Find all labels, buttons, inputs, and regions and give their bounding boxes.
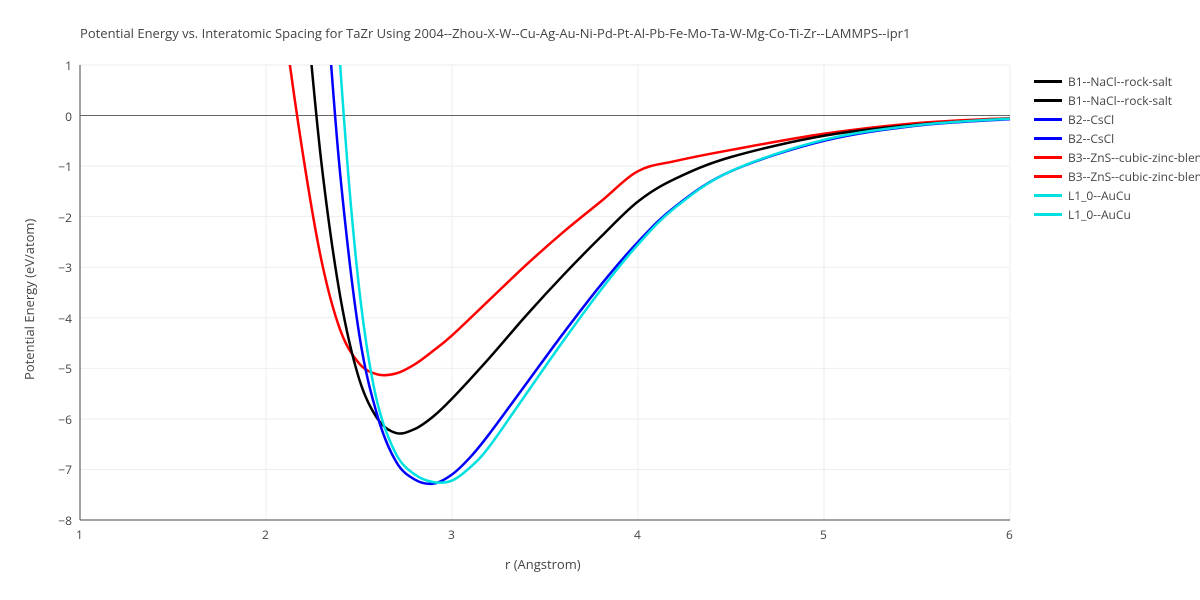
y-axis-label: Potential Energy (eV/atom) xyxy=(20,219,38,380)
legend-swatch xyxy=(1034,175,1062,178)
x-tick: 5 xyxy=(820,526,827,543)
y-tick: −5 xyxy=(58,360,72,377)
y-tick: −7 xyxy=(58,461,72,478)
legend-label: B2--CsCl xyxy=(1068,130,1114,147)
legend-item[interactable]: L1_0--AuCu xyxy=(1034,186,1200,205)
y-tick: −6 xyxy=(58,411,72,428)
x-tick: 3 xyxy=(448,526,455,543)
legend-swatch xyxy=(1034,99,1062,102)
legend-label: B3--ZnS--cubic-zinc-blende xyxy=(1068,149,1200,166)
series-line xyxy=(327,0,1010,483)
x-tick: 1 xyxy=(76,526,83,543)
legend-swatch xyxy=(1034,194,1062,197)
y-tick: −4 xyxy=(58,310,72,327)
legend-item[interactable]: B3--ZnS--cubic-zinc-blende xyxy=(1034,148,1200,167)
legend-swatch xyxy=(1034,213,1062,216)
legend-label: B2--CsCl xyxy=(1068,111,1114,128)
y-tick: 0 xyxy=(65,108,72,125)
y-tick: 1 xyxy=(65,57,72,74)
legend-item[interactable]: B2--CsCl xyxy=(1034,110,1200,129)
x-tick: 6 xyxy=(1006,526,1013,543)
y-tick: −3 xyxy=(58,259,72,276)
y-tick: −2 xyxy=(58,209,72,226)
x-tick: 4 xyxy=(634,526,641,543)
legend: B1--NaCl--rock-salt B1--NaCl--rock-salt B2… xyxy=(1034,72,1200,224)
legend-label: B1--NaCl--rock-salt xyxy=(1068,92,1172,109)
x-tick: 2 xyxy=(262,526,269,543)
legend-label: B3--ZnS--cubic-zinc-blende xyxy=(1068,168,1200,185)
legend-item[interactable]: L1_0--AuCu xyxy=(1034,205,1200,224)
legend-label: L1_0--AuCu xyxy=(1068,206,1131,223)
legend-swatch xyxy=(1034,80,1062,83)
legend-swatch xyxy=(1034,156,1062,159)
legend-item[interactable]: B3--ZnS--cubic-zinc-blende xyxy=(1034,167,1200,186)
legend-label: L1_0--AuCu xyxy=(1068,187,1131,204)
legend-item[interactable]: B2--CsCl xyxy=(1034,129,1200,148)
legend-label: B1--NaCl--rock-salt xyxy=(1068,73,1172,90)
legend-item[interactable]: B1--NaCl--rock-salt xyxy=(1034,72,1200,91)
legend-swatch xyxy=(1034,137,1062,140)
y-tick: −8 xyxy=(58,512,72,529)
y-tick: −1 xyxy=(58,158,72,175)
legend-swatch xyxy=(1034,118,1062,121)
x-axis-label: r (Angstrom) xyxy=(505,555,581,573)
series-line xyxy=(316,0,1010,484)
legend-item[interactable]: B1--NaCl--rock-salt xyxy=(1034,91,1200,110)
plot-area xyxy=(0,0,1200,600)
